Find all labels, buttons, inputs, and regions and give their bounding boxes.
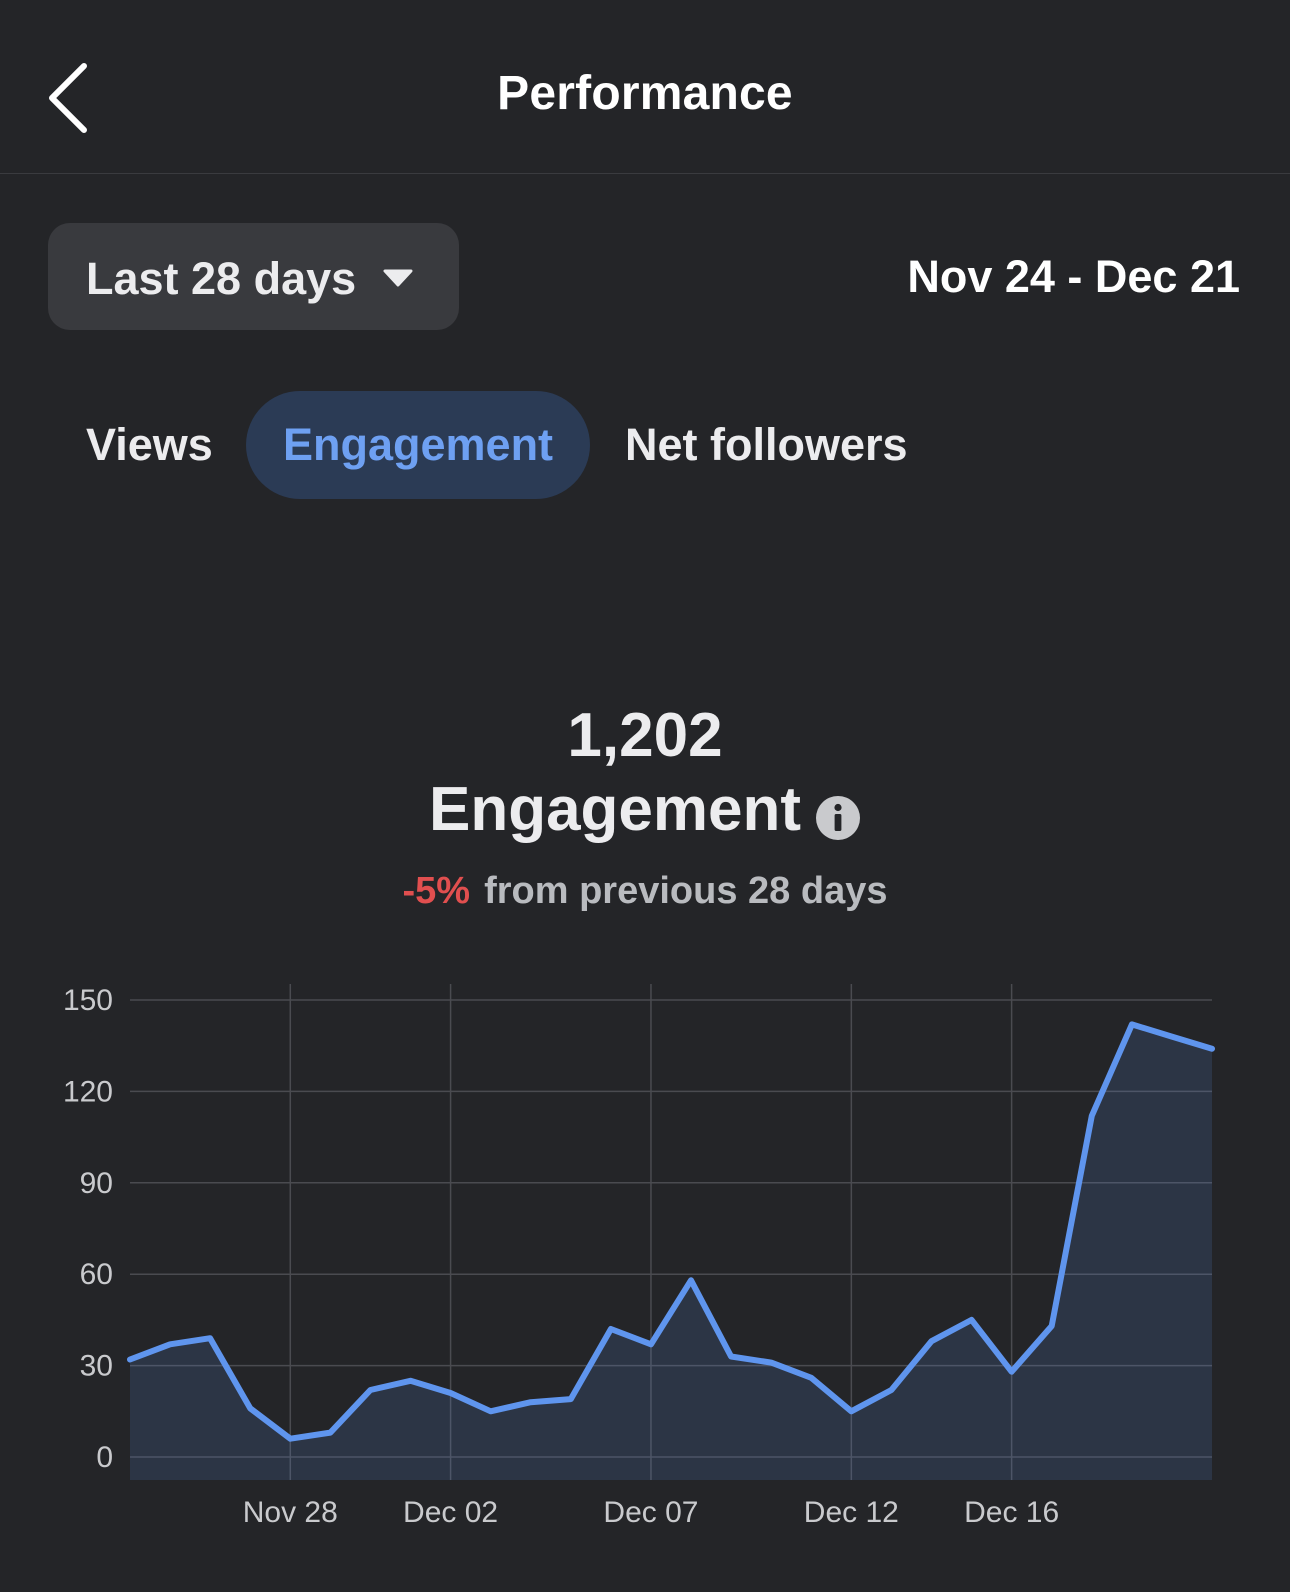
engagement-chart: 0 30 60 90 120 150 Nov 28 Dec 02 Dec 07 Dec 12 Dec…	[0, 960, 1290, 1560]
data-point	[1129, 1021, 1135, 1027]
app-header: Performance	[0, 0, 1290, 174]
date-range-text: Nov 24 - Dec 21	[907, 251, 1240, 302]
data-point	[167, 1341, 173, 1347]
date-range-dropdown[interactable]: Last 28 days	[48, 223, 459, 330]
data-point	[1089, 1113, 1095, 1119]
tab-net-followers[interactable]: Net followers	[625, 419, 908, 470]
x-tick-label: Dec 12	[804, 1496, 899, 1529]
data-point	[808, 1375, 814, 1381]
data-point	[1049, 1323, 1055, 1329]
data-point	[448, 1390, 454, 1396]
y-tick-label: 120	[63, 1075, 113, 1108]
caret-down-icon	[383, 269, 413, 287]
data-point	[327, 1430, 333, 1436]
metric-total-value: 1,202	[567, 701, 723, 770]
data-point	[969, 1317, 975, 1323]
data-point	[408, 1378, 414, 1384]
chevron-left-icon	[49, 63, 87, 133]
data-point	[1169, 1034, 1175, 1040]
data-point	[929, 1338, 935, 1344]
y-tick-label: 60	[80, 1258, 113, 1291]
x-tick-label: Dec 07	[603, 1496, 698, 1529]
date-range-dropdown-label: Last 28 days	[86, 253, 357, 304]
x-tick-label: Nov 28	[243, 1496, 338, 1529]
data-point	[888, 1387, 894, 1393]
data-point	[127, 1357, 133, 1363]
y-tick-label: 90	[80, 1167, 113, 1200]
data-point	[367, 1387, 373, 1393]
data-point	[247, 1405, 253, 1411]
data-point	[688, 1277, 694, 1283]
y-tick-label: 150	[63, 984, 113, 1017]
back-button[interactable]	[38, 58, 108, 138]
tab-views[interactable]: Views	[86, 419, 213, 470]
data-point	[528, 1399, 534, 1405]
delta-row: -5% from previous 28 days	[0, 870, 1290, 913]
data-point	[207, 1335, 213, 1341]
delta-percent: -5%	[402, 870, 471, 912]
y-tick-label: 0	[96, 1441, 113, 1474]
info-icon[interactable]	[815, 785, 861, 840]
data-point	[1009, 1369, 1015, 1375]
delta-caption: from previous 28 days	[484, 870, 888, 912]
data-point	[768, 1360, 774, 1366]
page-title: Performance	[497, 67, 793, 120]
data-point	[608, 1326, 614, 1332]
metric-label-row: Engagement	[0, 774, 1290, 845]
metric-label: Engagement	[428, 775, 802, 844]
engagement-chart-svg: 0 30 60 90 120 150 Nov 28 Dec 02 Dec 07 Dec 12 Dec…	[63, 984, 1215, 1529]
data-point	[848, 1408, 854, 1414]
data-point	[568, 1396, 574, 1402]
data-point	[488, 1408, 494, 1414]
y-tick-label: 30	[80, 1350, 113, 1383]
series-area	[130, 1024, 1212, 1480]
x-tick-label: Dec 02	[403, 1496, 498, 1529]
data-point	[1209, 1046, 1215, 1052]
data-point	[728, 1354, 734, 1360]
data-point	[648, 1341, 654, 1347]
data-point	[287, 1436, 293, 1442]
series-line	[127, 1021, 1215, 1442]
x-tick-label: Dec 16	[964, 1496, 1059, 1529]
tab-engagement[interactable]: Engagement	[246, 391, 591, 499]
